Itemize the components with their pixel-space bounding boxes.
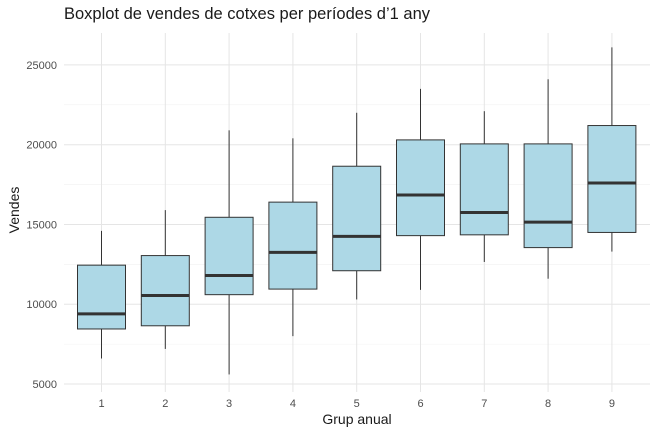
x-tick-label: 7 [481,398,487,410]
box-group-7 [459,111,509,262]
box-body [268,201,318,290]
box-body [396,139,445,237]
box-body [523,143,573,249]
x-tick-label: 8 [545,398,551,410]
box-body [332,165,382,272]
x-tick-label: 6 [417,398,423,410]
y-tick-label: 25000 [26,60,57,72]
box-group-1 [77,230,126,359]
box-body [204,216,254,296]
x-tick-label: 5 [354,398,360,410]
x-tick-label: 3 [226,398,232,410]
box-group-6 [396,88,445,290]
y-tick-label: 5000 [33,379,57,391]
x-tick-label: 9 [609,398,615,410]
box-group-5 [332,112,382,300]
x-tick-label: 4 [290,398,296,410]
box-group-9 [587,47,637,252]
boxes [77,47,637,375]
x-axis-title: Grup anual [322,411,391,427]
x-tick-label: 2 [162,398,168,410]
box-group-3 [204,130,254,375]
box-body [77,264,126,330]
box-body [459,143,509,236]
y-tick-label: 20000 [26,140,57,152]
x-tick-label: 1 [98,398,104,410]
box-group-4 [268,138,318,337]
chart-title: Boxplot de vendes de cotxes per períodes… [64,5,430,23]
y-tick-label: 15000 [26,219,57,231]
box-body [140,255,190,327]
tick-labels: 5000 10000 15000 20000 25000 1 2 3 4 5 6 7 8 9 [26,60,615,410]
y-axis-title: Vendes [6,187,22,234]
box-body [587,125,637,233]
box-group-8 [523,79,573,279]
y-tick-label: 10000 [26,299,57,311]
box-group-2 [140,210,190,349]
